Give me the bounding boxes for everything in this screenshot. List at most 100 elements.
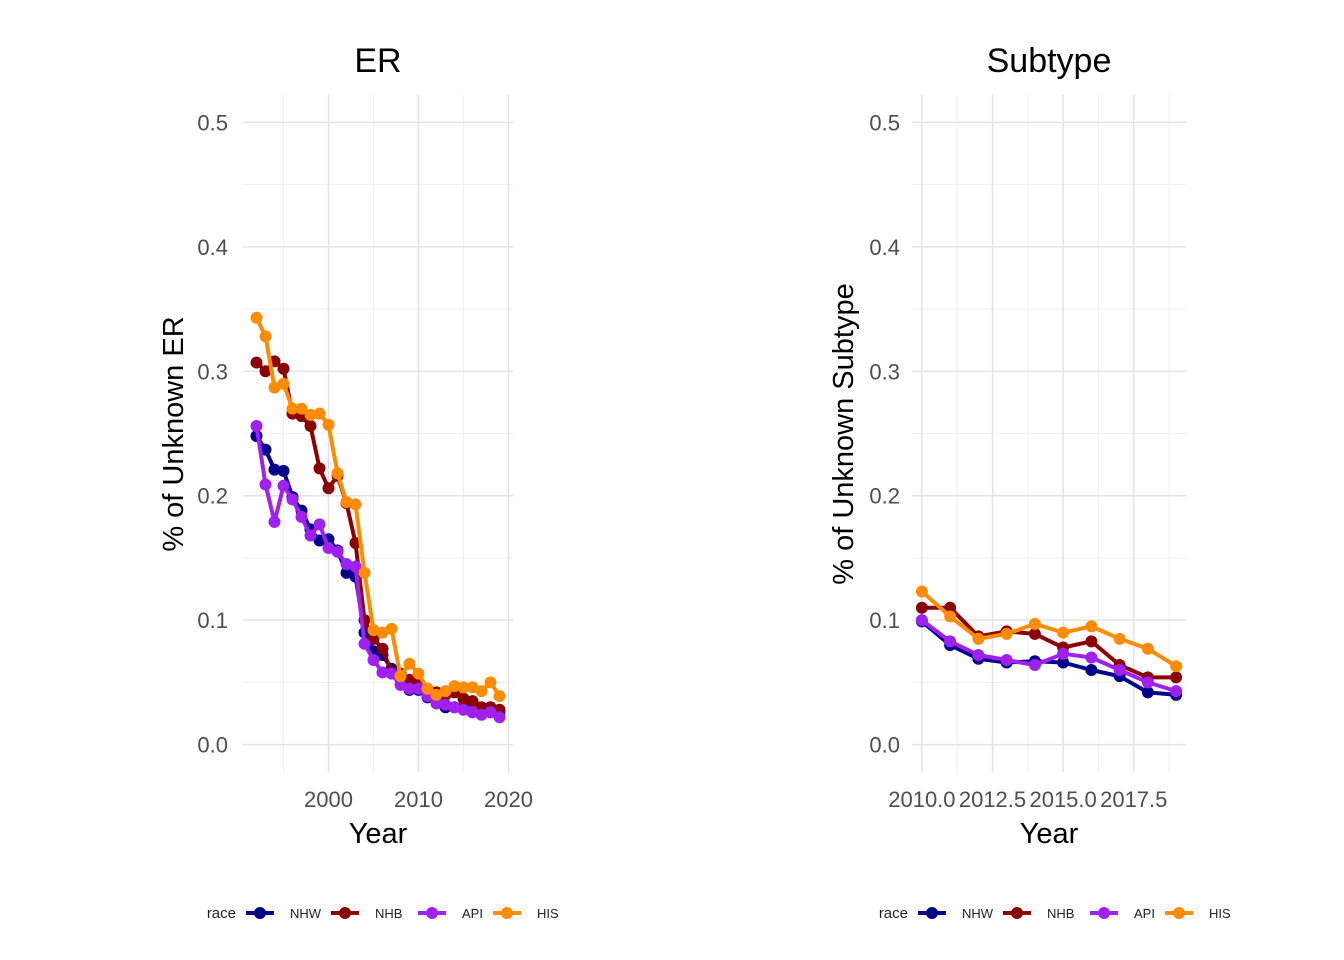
y-tick-label: 0.2 (197, 484, 228, 509)
data-point (466, 706, 479, 719)
data-point (331, 467, 344, 480)
y-tick-label: 0.5 (197, 110, 228, 135)
er-series-his (250, 311, 506, 703)
subtype-chart-panel: 0.0 0.1 0.2 0.3 0.4 0.5 2010.0 2012.5 2015.0 2017… (828, 42, 1231, 922)
data-point (340, 566, 353, 579)
legend-item-api: API (418, 906, 483, 921)
data-point (250, 356, 263, 369)
subtype-x-axis-label: Year (1020, 818, 1079, 850)
legend-item-nhb: NHB (331, 906, 402, 921)
data-point (1057, 626, 1070, 639)
legend-title: race (207, 905, 236, 922)
legend-key-point (426, 907, 438, 919)
legend-key-point (339, 907, 351, 919)
legend-key-point (1173, 907, 1185, 919)
legend-item-nhw: NHW (918, 906, 994, 921)
legend-label: NHB (375, 906, 402, 921)
subtype-grid (912, 95, 1186, 772)
data-point (358, 637, 371, 650)
data-point (1000, 653, 1013, 666)
data-point (376, 642, 389, 655)
y-tick-label: 0.0 (869, 733, 900, 758)
data-point (394, 670, 407, 683)
data-point (277, 464, 290, 477)
data-point (340, 495, 353, 508)
data-point (915, 585, 928, 598)
data-point (448, 680, 461, 693)
legend-item-nhb: NHB (1003, 906, 1074, 921)
data-point (1141, 676, 1154, 689)
legend-label: API (1134, 906, 1155, 921)
data-point (304, 529, 317, 542)
subtype-y-axis-label: % of Unknown Subtype (828, 283, 860, 584)
data-point (403, 673, 416, 686)
data-point (972, 649, 985, 662)
y-tick-label: 0.2 (869, 484, 900, 509)
data-point (295, 510, 308, 523)
er-legend: race NHW NHB API HIS (207, 905, 559, 922)
data-point (358, 566, 371, 579)
x-tick-label: 2020 (484, 787, 533, 812)
data-point (430, 697, 443, 710)
subtype-chart-title: Subtype (987, 42, 1112, 80)
data-point (412, 667, 425, 680)
data-point (268, 463, 281, 476)
data-point (944, 635, 957, 648)
data-point (915, 614, 928, 627)
series-line (921, 605, 1177, 680)
data-point (367, 632, 380, 645)
data-point (1028, 617, 1041, 630)
data-point (1057, 656, 1070, 669)
data-point (457, 692, 470, 705)
er-x-axis-label: Year (349, 818, 408, 850)
data-point (340, 558, 353, 571)
data-point (313, 462, 326, 475)
legend-item-nhw: NHW (246, 906, 322, 921)
legend-item-his: HIS (493, 906, 559, 921)
data-point (1057, 647, 1070, 660)
data-point (1085, 663, 1098, 676)
data-point (313, 407, 326, 420)
data-point (972, 632, 985, 645)
legend-key-point (501, 907, 513, 919)
legend-key-point (926, 907, 938, 919)
legend-key-point (1098, 907, 1110, 919)
data-point (331, 545, 344, 558)
y-tick-label: 0.1 (869, 608, 900, 633)
er-y-axis-label: % of Unknown ER (158, 316, 190, 551)
series-line (920, 619, 1177, 697)
y-tick-label: 0.5 (869, 110, 900, 135)
x-tick-label: 2015.0 (1029, 787, 1096, 812)
x-tick-label: 2010.0 (888, 787, 955, 812)
subtype-series-api (915, 614, 1183, 698)
data-point (457, 681, 470, 694)
data-point (277, 362, 290, 375)
data-point (1170, 685, 1183, 698)
data-point (349, 560, 362, 573)
data-point (259, 365, 272, 378)
legend-label: NHB (1047, 906, 1074, 921)
data-point (367, 624, 380, 637)
data-point (466, 695, 479, 708)
data-point (313, 518, 326, 531)
data-point (376, 666, 389, 679)
data-point (1000, 627, 1013, 640)
data-point (367, 653, 380, 666)
data-point (1028, 658, 1041, 671)
data-point (277, 479, 290, 492)
data-point (349, 498, 362, 511)
series-line (920, 618, 1177, 694)
data-point (944, 610, 957, 623)
data-point (475, 708, 488, 721)
er-chart-title: ER (354, 42, 401, 80)
data-point (322, 418, 335, 431)
series-line (920, 590, 1178, 668)
legend-label: API (462, 906, 483, 921)
er-chart-panel: 0.0 0.1 0.2 0.3 0.4 0.5 2000 2010 2020 ER Year % of… (158, 42, 559, 922)
data-point (259, 330, 272, 343)
data-point (286, 493, 299, 506)
y-tick-label: 0.3 (197, 359, 228, 384)
data-point (448, 701, 461, 714)
data-point (484, 706, 497, 719)
